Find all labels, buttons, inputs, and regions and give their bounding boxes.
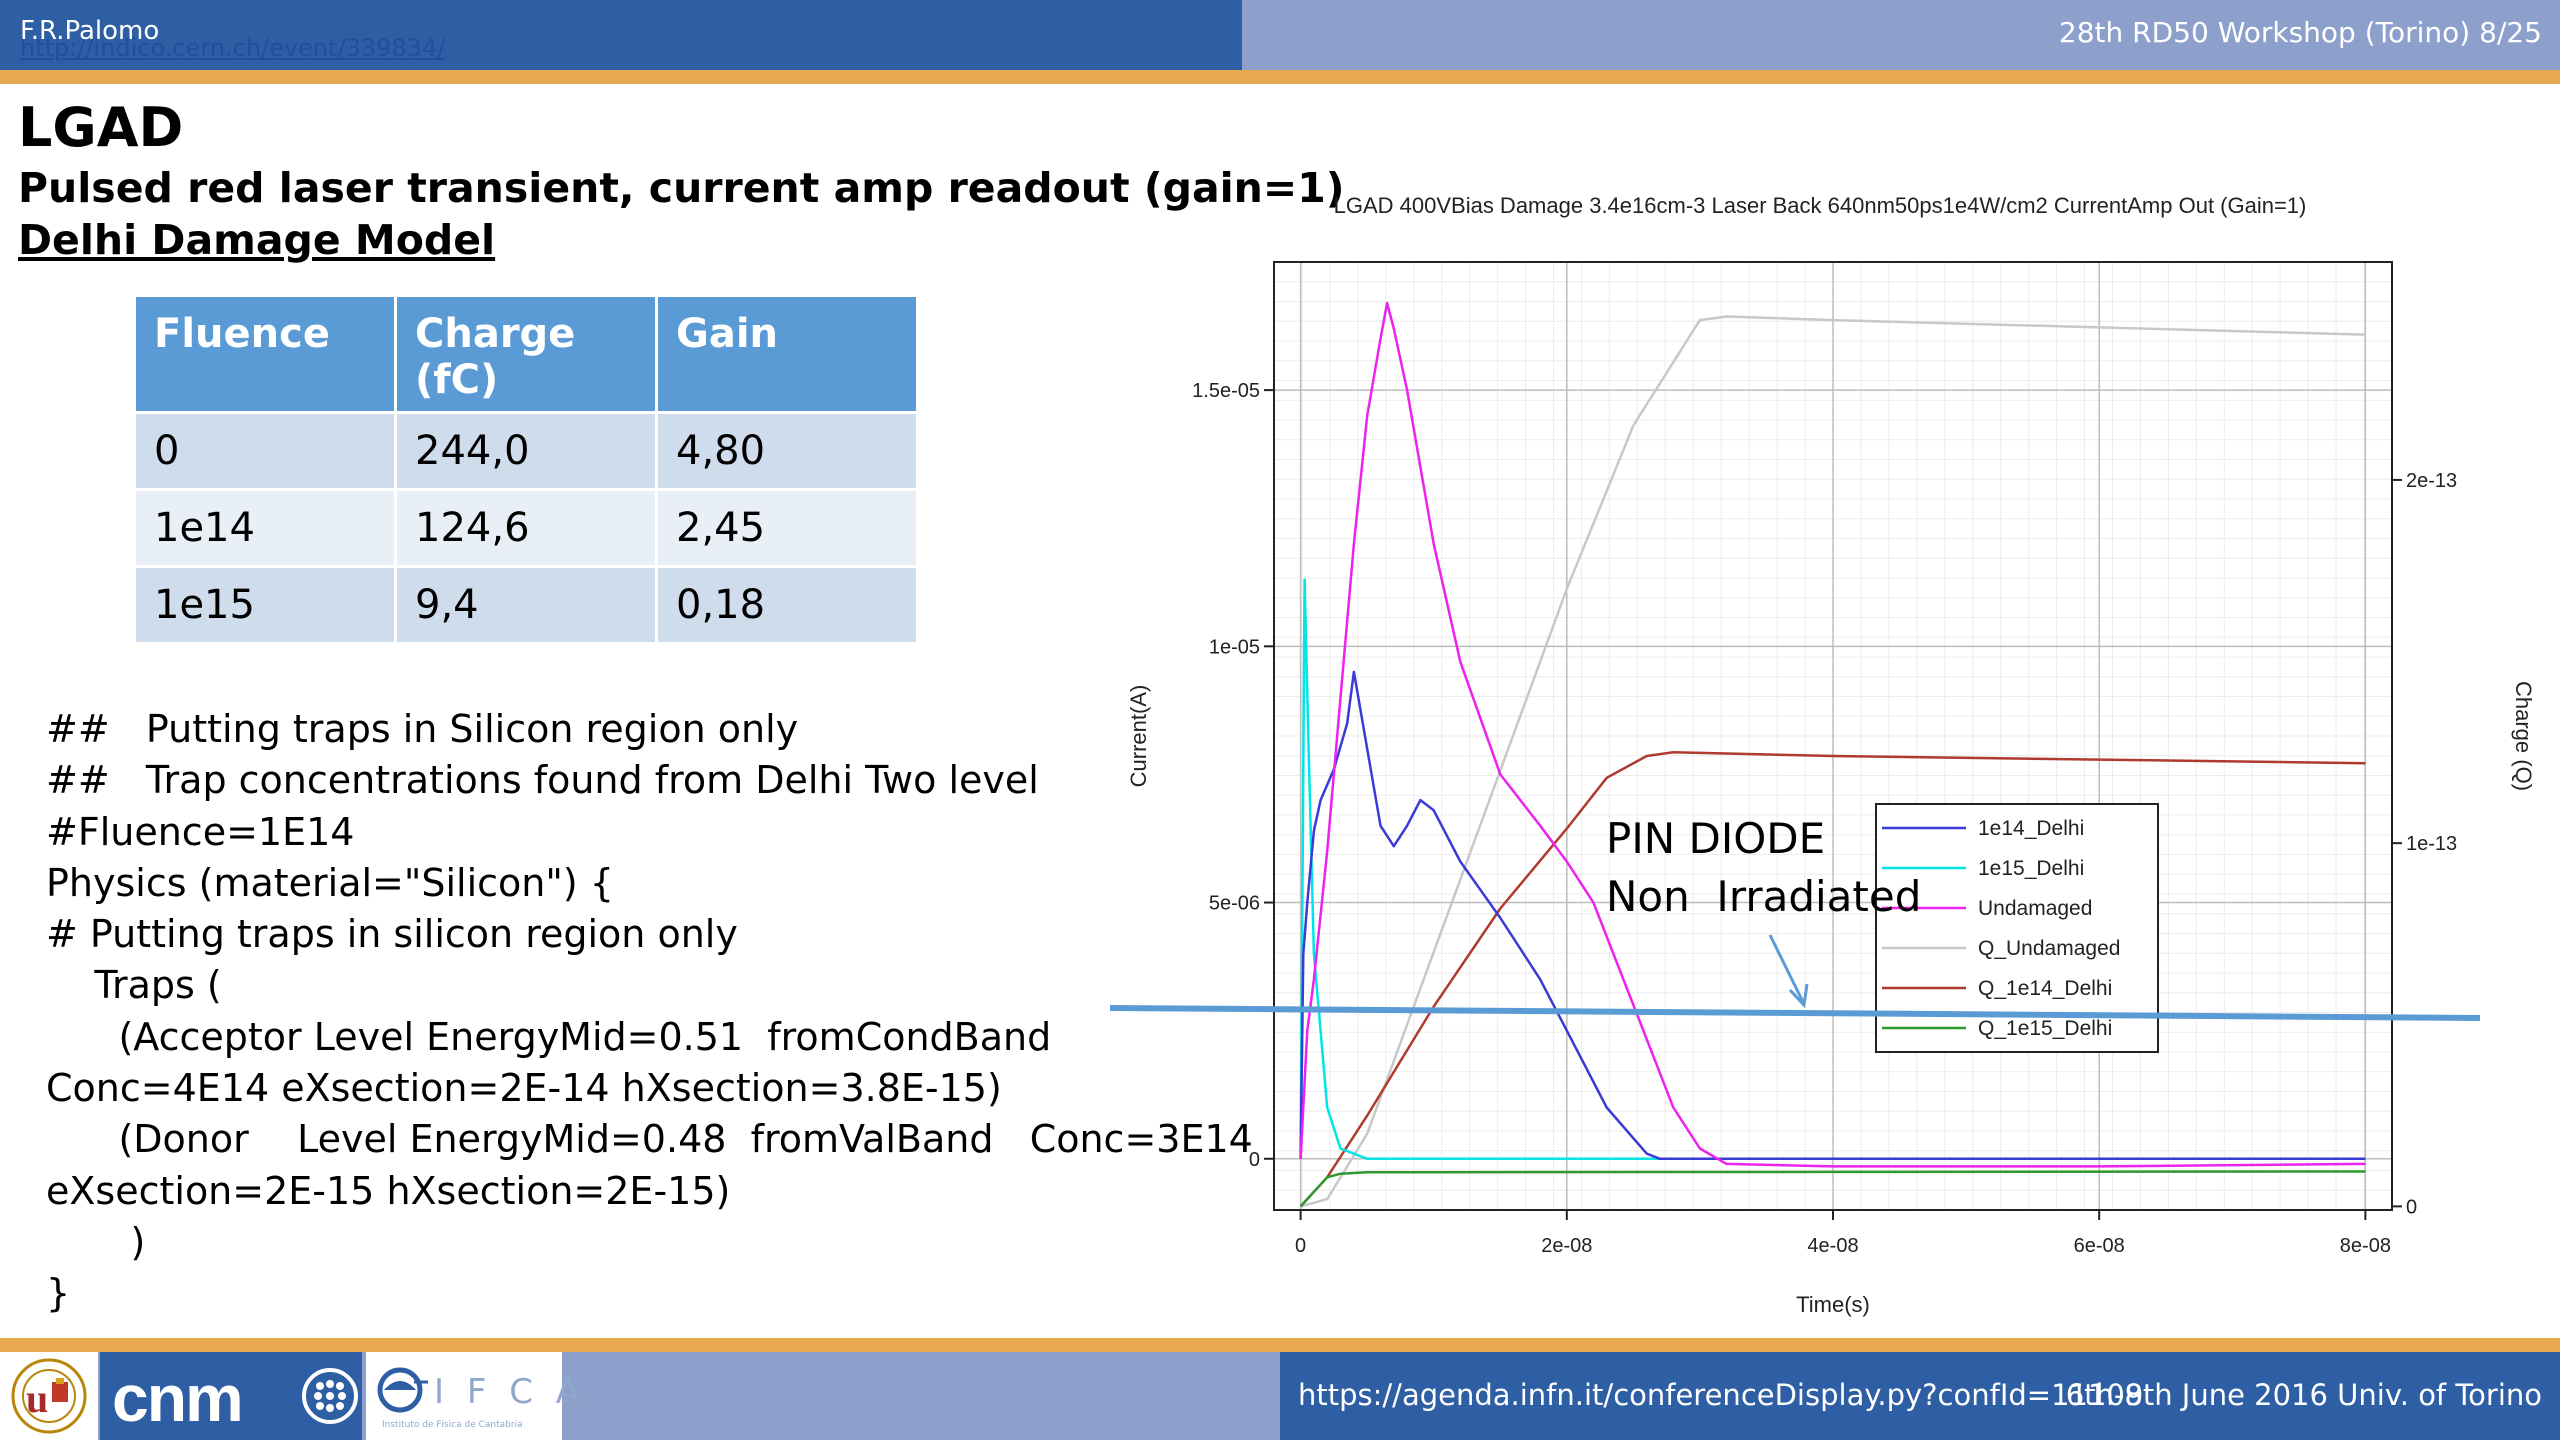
- table-cell: 2,45: [658, 491, 916, 565]
- x-tick-label: 6e-08: [2074, 1235, 2125, 1257]
- chart-title: LGAD 400VBias Damage 3.4e16cm-3 Laser Ba…: [1334, 193, 2307, 218]
- chart-ticks: 0 2e-08 4e-08 6e-08 8e-08 0 5e-06 1e-05 1.5e-05 0…: [1192, 380, 2457, 1257]
- y-tick-label: 1e-05: [1209, 636, 1260, 658]
- university-seal-logo: u: [0, 1352, 98, 1440]
- series-line-1e15-delhi: [1299, 578, 2366, 1161]
- code-line: (Acceptor Level EnergyMid=0.51 fromCondB…: [46, 1014, 1052, 1059]
- damage-model-heading: Delhi Damage Model: [18, 216, 496, 264]
- y2-axis-label: Charge (Q): [2511, 681, 2536, 791]
- x-tick-label: 4e-08: [1807, 1235, 1858, 1257]
- legend-label: Q_Undamaged: [1978, 937, 2120, 960]
- table-header-row: Fluence Charge (fC) Gain: [136, 297, 916, 411]
- column-header-gain: Gain: [658, 297, 916, 411]
- table-cell: 244,0: [397, 414, 655, 488]
- code-line: Physics (material="Silicon") {: [46, 860, 614, 905]
- table-cell: 1e15: [136, 568, 394, 642]
- table-cell: 0,18: [658, 568, 916, 642]
- legend-box: [1875, 803, 2159, 1053]
- legend-label: Q_1e15_Delhi: [1978, 1017, 2112, 1040]
- chart-legend: 1e14_Delhi 1e15_Delhi Undamaged Q_Undamaged…: [1875, 803, 2159, 1053]
- x-tick-label: 8e-08: [2340, 1235, 2391, 1257]
- table-cell: 4,80: [658, 414, 916, 488]
- series-line-1e14-delhi: [1299, 670, 2366, 1161]
- series-line-q-undamaged: [1300, 315, 2366, 1208]
- code-line: ## Putting traps in Silicon region only: [46, 707, 799, 751]
- header-bar: http://indico.cern.ch/event/339834/ F.R.…: [0, 0, 2560, 70]
- y-tick-label: 0: [1249, 1149, 1260, 1171]
- annotation-arrowhead: [1788, 983, 1809, 1009]
- slide-title: LGAD: [18, 96, 184, 159]
- footer-accent-stripe: [0, 1338, 2560, 1352]
- code-line: (Donor Level EnergyMid=0.48 fromValBand …: [46, 1117, 1253, 1162]
- code-line: }: [46, 1271, 71, 1316]
- y-tick-label: 1.5e-05: [1192, 380, 1260, 402]
- x-tick-label: 2e-08: [1541, 1235, 1592, 1257]
- annotation-line: PIN DIODE: [1606, 814, 1826, 863]
- y2-tick-label: 0: [2406, 1196, 2417, 1218]
- code-line: eXsection=2E-15 hXsection=2E-15): [46, 1168, 731, 1213]
- x-tick-label: 0: [1295, 1235, 1306, 1257]
- code-line: ): [46, 1219, 146, 1264]
- cnm-logo-text: cnm: [112, 1361, 244, 1435]
- table-row: 0 244,0 4,80: [136, 414, 916, 488]
- series-line-undamaged: [1299, 301, 2366, 1168]
- grid-sphere-icon: [302, 1368, 358, 1424]
- annotation-divider-line: [1110, 1005, 2481, 1021]
- code-line: # Putting traps in silicon region only: [46, 912, 738, 957]
- header-right-panel: [1242, 0, 2560, 70]
- table-row: 1e14 124,6 2,45: [136, 491, 916, 565]
- transient-current-chart: LGAD 400VBias Damage 3.4e16cm-3 Laser Ba…: [1110, 193, 2536, 1317]
- seal-icon: u: [11, 1358, 87, 1434]
- y-tick-label: 5e-06: [1209, 893, 1260, 915]
- table-cell: 124,6: [397, 491, 655, 565]
- chart-series: [1299, 301, 2366, 1208]
- slide-subtitle: Pulsed red laser transient, current amp …: [18, 164, 1345, 212]
- y-axis-label: Current(A): [1126, 685, 1151, 788]
- ifca-logo: I F C A Instituto de Física de Cantabria: [366, 1352, 579, 1440]
- footer-right-panel: [1280, 1352, 2560, 1440]
- table-cell: 0: [136, 414, 394, 488]
- pin-diode-annotation: PIN DIODE Non Irradiated: [1606, 810, 1921, 926]
- chart-grid: [1274, 262, 2392, 1210]
- ifca-text: I F C A: [434, 1372, 586, 1412]
- code-line: #Fluence=1E14: [46, 809, 355, 854]
- header-left-panel: [0, 0, 1242, 70]
- column-header-charge: Charge (fC): [397, 297, 655, 411]
- cnm-logo: cnm: [100, 1352, 362, 1440]
- ifca-subtitle: Instituto de Física de Cantabria: [382, 1420, 523, 1430]
- event-link[interactable]: http://indico.cern.ch/event/339834/: [20, 34, 446, 62]
- header-accent-stripe: [0, 70, 2560, 84]
- ifca-globe-icon: [377, 1367, 428, 1413]
- workshop-label: 28th RD50 Workshop (Torino) 8/25: [2058, 16, 2542, 49]
- column-header-fluence: Fluence: [136, 297, 394, 411]
- x-axis-label: Time(s): [1796, 1292, 1870, 1317]
- series-line-q-1e15-delhi: [1299, 1170, 2366, 1208]
- code-line: Traps (: [46, 963, 222, 1008]
- author-name: F.R.Palomo: [20, 16, 160, 46]
- table-row: 1e15 9,4 0,18: [136, 568, 916, 642]
- conference-url-link[interactable]: https://agenda.infn.it/conferenceDisplay…: [1298, 1378, 2144, 1412]
- svg-text:u: u: [26, 1376, 48, 1421]
- legend-label: 1e15_Delhi: [1978, 857, 2084, 880]
- annotation-arrow: [1768, 934, 1805, 1003]
- legend-label: Undamaged: [1978, 897, 2092, 920]
- code-line: ## Trap concentrations found from Delhi …: [46, 758, 1039, 803]
- code-line: Conc=4E14 eXsection=2E-14 hXsection=3.8E…: [46, 1066, 1002, 1111]
- fluence-results-table: Fluence Charge (fC) Gain 0 244,0 4,80 1e…: [133, 294, 919, 645]
- annotation-line: Non Irradiated: [1606, 872, 1922, 921]
- series-line-q-1e14-delhi: [1299, 751, 2366, 1208]
- legend-label: Q_1e14_Delhi: [1978, 977, 2112, 1000]
- table-cell: 1e14: [136, 491, 394, 565]
- conference-date: 6th-8th June 2016 Univ. of Torino: [2065, 1378, 2542, 1412]
- y2-tick-label: 1e-13: [2406, 833, 2457, 855]
- y2-tick-label: 2e-13: [2406, 470, 2457, 492]
- legend-label: 1e14_Delhi: [1978, 817, 2084, 840]
- table-cell: 9,4: [397, 568, 655, 642]
- trap-config-code: ## Putting traps in Silicon region only …: [46, 704, 1253, 1320]
